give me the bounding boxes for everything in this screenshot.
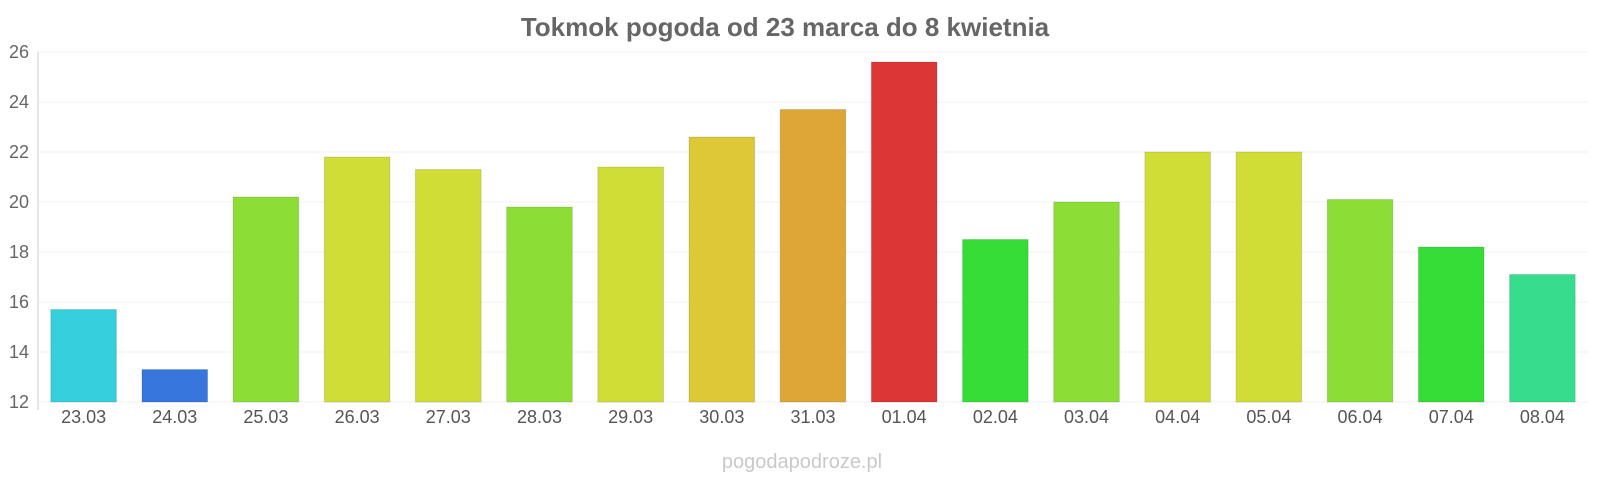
bar-28.03: [506, 206, 573, 403]
bar-27.03: [414, 169, 482, 403]
bar-04.04: [1144, 151, 1212, 403]
y-tick-label: 16: [9, 292, 29, 312]
bar-24.03: [141, 369, 209, 403]
bar-03.04: [1053, 201, 1120, 403]
y-tick-label: 12: [9, 392, 29, 412]
x-tick-label: 28.03: [517, 407, 562, 427]
bar-31.03: [779, 109, 847, 403]
bar-05.04: [1235, 151, 1303, 403]
bar-25.03: [232, 196, 300, 403]
x-tick-label: 04.04: [1155, 407, 1200, 427]
x-tick-label: 26.03: [335, 407, 380, 427]
bar-23.03: [50, 309, 117, 403]
bar-06.04: [1326, 199, 1394, 403]
x-tick-label: 24.03: [152, 407, 197, 427]
x-tick-label: 30.03: [699, 407, 744, 427]
y-tick-label: 26: [9, 42, 29, 62]
y-tick-label: 22: [9, 142, 29, 162]
y-tick-label: 14: [9, 342, 29, 362]
bar-08.04: [1509, 274, 1576, 403]
chart-title: Tokmok pogoda od 23 marca do 8 kwietnia: [521, 12, 1050, 42]
bar-02.04: [962, 239, 1029, 403]
bar-01.04: [870, 61, 938, 403]
x-tick-label: 02.04: [973, 407, 1018, 427]
bars: [50, 61, 1576, 403]
x-tick-label: 29.03: [608, 407, 653, 427]
x-tick-label: 06.04: [1338, 407, 1383, 427]
x-tick-label: 31.03: [790, 407, 835, 427]
bar-07.04: [1417, 246, 1485, 403]
y-tick-label: 20: [9, 192, 29, 212]
x-axis-ticks: 23.03 24.03 25.03 26.03 27.03 28.03 29.03 30.03…: [61, 407, 1565, 427]
bar-29.03: [597, 166, 664, 403]
x-tick-label: 25.03: [243, 407, 288, 427]
watermark: pogodapodroze.pl: [722, 451, 882, 473]
x-tick-label: 23.03: [61, 407, 106, 427]
y-tick-label: 24: [9, 92, 29, 112]
x-tick-label: 05.04: [1246, 407, 1291, 427]
bar-26.03: [323, 156, 391, 403]
x-tick-label: 07.04: [1429, 407, 1474, 427]
y-axis-ticks: 12 14 16 18 20 22 24 26: [9, 42, 29, 412]
y-tick-label: 18: [9, 242, 29, 262]
x-tick-label: 27.03: [426, 407, 471, 427]
bar-30.03: [688, 136, 756, 403]
x-tick-label: 08.04: [1520, 407, 1565, 427]
x-tick-label: 01.04: [882, 407, 927, 427]
x-tick-label: 03.04: [1064, 407, 1109, 427]
